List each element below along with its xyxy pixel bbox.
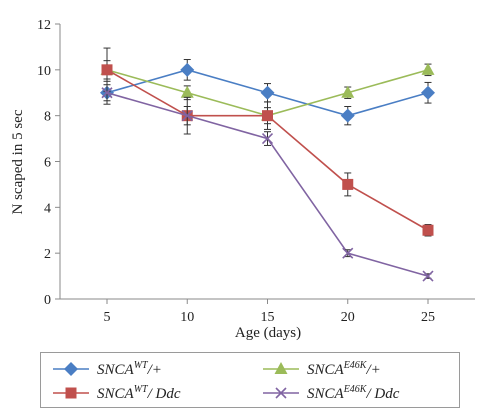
data-point [180, 85, 194, 98]
line-chart: 0 2 4 6 8 10 12 5 10 15 20 25 N scaped in 5 sec Ag… [10, 18, 475, 341]
data-point [260, 85, 275, 100]
data-point [421, 85, 435, 100]
legend-marker [65, 387, 77, 399]
data-point [340, 108, 355, 123]
data-point [421, 62, 435, 75]
y-tick-label: 4 [44, 201, 51, 216]
x-tick-label: 5 [104, 310, 111, 325]
marker-stroke [422, 270, 434, 282]
data-point [101, 64, 113, 76]
legend-marker [64, 362, 78, 376]
y-tick-label: 12 [37, 18, 51, 33]
marker-stroke [275, 387, 287, 399]
y-tick-label: 6 [44, 156, 51, 171]
legend-item-series-0: SNCAWT/+ [51, 359, 162, 379]
y-tick-label: 2 [44, 247, 51, 262]
data-point [181, 110, 193, 122]
data-point [262, 110, 273, 122]
series-3 [101, 84, 434, 282]
y-tick-label: 8 [44, 110, 51, 125]
marker-stroke [342, 247, 354, 259]
legend-marker-diamond-icon [53, 362, 89, 376]
x-axis-label: Age (days) [235, 325, 301, 341]
legend-marker-x-icon [263, 387, 299, 399]
legend-marker-square-icon [53, 387, 89, 399]
legend-item-series-2: SNCAWT/ Ddc [51, 383, 181, 403]
data-point [101, 87, 113, 99]
data-point [341, 85, 355, 98]
legend: SNCAWT/+ SNCAE46K/+ SNCAWT/ Ddc SNCAE46K… [40, 352, 460, 408]
legend-label: SNCAE46K/+ [307, 359, 381, 378]
y-axis-label: N scaped in 5 sec [10, 109, 26, 214]
legend-marker-triangle-icon [263, 362, 299, 374]
legend-label: SNCAWT/+ [97, 359, 162, 378]
legend-marker [274, 362, 288, 374]
legend-label: SNCAWT/ Ddc [97, 383, 181, 402]
y-tick-label: 0 [44, 293, 51, 308]
data-point [180, 62, 195, 77]
marker-stroke [261, 133, 274, 145]
data-point [342, 247, 354, 259]
legend-item-series-3: SNCAE46K/ Ddc [261, 383, 399, 403]
legend-marker [275, 387, 287, 399]
x-tick-label: 20 [341, 310, 355, 325]
series-layer [100, 47, 435, 282]
marker-stroke [181, 110, 193, 122]
data-point [422, 270, 434, 282]
y-axis-ticks: 0 2 4 6 8 10 12 [37, 18, 60, 308]
data-point [261, 133, 274, 145]
x-tick-label: 25 [421, 310, 435, 325]
x-axis-ticks: 5 10 15 20 25 [104, 299, 435, 325]
y-tick-label: 10 [37, 64, 51, 79]
x-tick-label: 10 [180, 310, 194, 325]
data-point [342, 178, 354, 190]
legend-item-series-1: SNCAE46K/+ [261, 359, 381, 379]
legend-label: SNCAE46K/ Ddc [307, 383, 400, 402]
x-tick-label: 15 [261, 310, 275, 325]
data-point [422, 224, 434, 236]
marker-stroke [101, 87, 113, 99]
